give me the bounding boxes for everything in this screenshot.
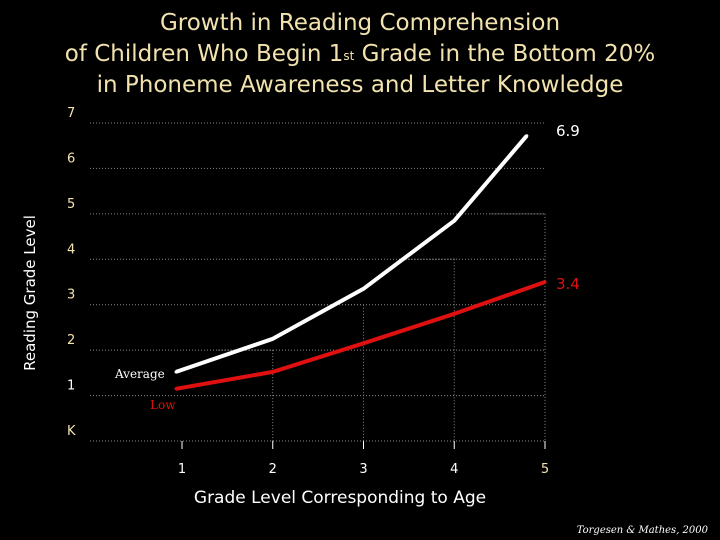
data-point-average-1 <box>271 337 275 341</box>
series-lines <box>174 134 547 391</box>
gridlines <box>90 122 545 442</box>
series-line-low <box>175 280 546 391</box>
y-axis-label: Reading Grade Level <box>21 214 39 371</box>
drop-lines <box>218 213 546 441</box>
data-point-low-2 <box>362 341 365 345</box>
y-axis-label-wrap: Reading Grade Level <box>20 200 40 385</box>
x-tick-label-2: 2 <box>269 462 277 477</box>
series-name-low: Low <box>150 398 176 412</box>
y-axis-ticks: K 1 2 3 4 5 6 7 <box>67 106 76 439</box>
x-tick-label-5: 5 <box>541 462 549 477</box>
series-line-average <box>175 134 529 374</box>
chart-title-line1: Growth in Reading Comprehension <box>159 10 561 36</box>
chart-title-line2: of Children Who Begin 1st Grade in the B… <box>0 39 720 70</box>
chart-title-superscript: st <box>343 49 355 63</box>
data-point-low-3 <box>452 312 456 316</box>
y-tick-label-5: 5 <box>67 197 75 212</box>
y-tick-label-K: K <box>67 424 76 439</box>
y-tick-label-1: 1 <box>67 379 75 394</box>
chart-title-line2-post: Grade in the Bottom 20% <box>354 41 656 67</box>
series-end-value-average: 6.9 <box>556 122 580 140</box>
chart-title: Growth in Reading Comprehension of Child… <box>0 8 720 101</box>
data-point-low-4 <box>543 280 547 284</box>
data-point-average-2 <box>362 287 365 291</box>
data-point-average-0 <box>174 370 178 374</box>
data-point-average-4 <box>525 134 529 138</box>
y-tick-label-2: 2 <box>67 333 75 348</box>
series-name-average: Average <box>114 367 165 381</box>
x-axis-ticks: 1 2 3 4 5 <box>178 441 549 477</box>
series-end-value-low: 3.4 <box>556 275 580 293</box>
chart-title-line3: in Phoneme Awareness and Letter Knowledg… <box>96 72 624 98</box>
x-tick-label-1: 1 <box>178 462 186 477</box>
chart-title-line2-pre: of Children Who Begin 1 <box>64 41 344 67</box>
x-tick-label-3: 3 <box>359 462 367 477</box>
data-point-low-0 <box>174 387 178 391</box>
x-axis-label: Grade Level Corresponding to Age <box>193 488 487 508</box>
data-point-low-1 <box>271 370 275 374</box>
y-tick-label-7: 7 <box>67 106 75 121</box>
y-tick-label-3: 3 <box>67 288 75 303</box>
y-tick-label-4: 4 <box>67 242 75 257</box>
y-tick-label-6: 6 <box>67 151 75 166</box>
data-point-average-3 <box>452 219 456 223</box>
series-labels: Average 6.9 Low 3.4 <box>114 122 580 412</box>
x-tick-label-4: 4 <box>450 462 458 477</box>
source-citation: Torgesen & Mathes, 2000 <box>576 525 708 536</box>
